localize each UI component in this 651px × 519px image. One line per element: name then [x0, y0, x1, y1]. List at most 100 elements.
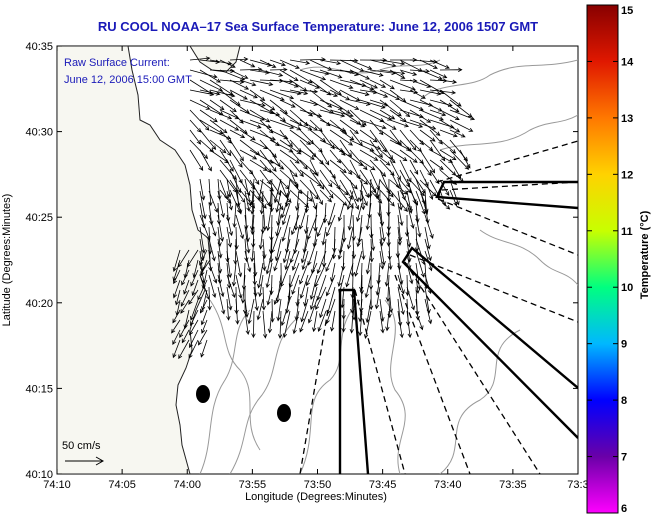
current-vector [316, 274, 327, 301]
current-vector [199, 149, 212, 172]
current-vector [229, 149, 243, 168]
current-vector [189, 329, 199, 349]
current-vector [269, 179, 282, 196]
current-vector [253, 274, 258, 298]
current-vector [354, 250, 363, 277]
current-vector [229, 69, 249, 79]
current-vector [459, 149, 471, 169]
current-vector [267, 310, 273, 334]
x-tick-label: 73:50 [304, 479, 332, 491]
y-tick-label: 40:25 [25, 212, 53, 224]
current-vector [399, 69, 418, 76]
current-vector [389, 79, 416, 91]
current-vector [339, 139, 352, 158]
current-vector [369, 238, 374, 263]
current-vector [188, 339, 199, 359]
current-vector [262, 310, 268, 339]
current-vector [341, 310, 346, 333]
current-vector [429, 149, 454, 163]
current-vector [229, 189, 241, 214]
current-vector [369, 189, 383, 204]
current-vector [269, 169, 290, 190]
current-vector [369, 139, 383, 159]
current-vector [351, 214, 356, 241]
colorbar-tick-label: 8 [621, 395, 627, 407]
current-vector [319, 149, 330, 166]
current-vector [178, 339, 190, 360]
current-vector [291, 214, 300, 236]
current-vector [217, 214, 225, 242]
current-vector [300, 298, 309, 323]
current-vector [279, 189, 292, 203]
current-vector [280, 298, 291, 327]
current-vector [379, 59, 406, 66]
current-vector [232, 202, 237, 228]
current-vector [289, 159, 304, 178]
current-vector [384, 262, 390, 287]
current-vector [258, 226, 264, 250]
current-vector [339, 129, 355, 141]
y-axis-label: Latitude (Degrees:Minutes) [1, 194, 13, 327]
current-vector [346, 226, 354, 250]
y-tick-label: 40:30 [25, 127, 53, 139]
current-vector [299, 89, 319, 94]
current-vector [319, 189, 333, 203]
current-vector [289, 59, 311, 65]
current-vector [266, 286, 273, 306]
current-vector [439, 99, 460, 113]
current-vector [406, 202, 415, 229]
current-vector [419, 119, 441, 136]
current-vector [300, 238, 309, 264]
current-vector [379, 169, 391, 195]
current-vector [226, 274, 236, 299]
current-vector [279, 149, 300, 164]
current-vector [329, 109, 354, 118]
current-vector [359, 139, 382, 150]
current-vector [359, 119, 387, 130]
current-vector [419, 89, 442, 96]
current-vector [330, 310, 336, 332]
current-vector [359, 189, 368, 207]
current-vector [399, 159, 412, 183]
current-vector [307, 298, 318, 324]
current-vector [309, 169, 325, 190]
current-vector [262, 202, 267, 231]
current-vector [379, 99, 402, 117]
current-vector [439, 139, 457, 154]
current-vector [198, 329, 208, 346]
current-vector [337, 238, 345, 260]
x-tick-label: 73:35 [499, 479, 527, 491]
current-vector [339, 159, 353, 175]
current-vector [419, 69, 443, 80]
current-vector [379, 89, 401, 100]
colorbar-tick-label: 10 [621, 282, 633, 294]
current-vector [397, 274, 405, 295]
current-vector [270, 226, 282, 254]
colorbar-tick-label: 11 [621, 226, 633, 238]
bathymetry-contours [199, 59, 578, 474]
current-vector [449, 119, 474, 132]
current-vector [191, 279, 199, 297]
current-vector [379, 69, 406, 76]
current-vector [289, 129, 312, 146]
current-vector [409, 189, 418, 206]
radar-spoke [436, 140, 578, 183]
current-vector [259, 169, 272, 185]
current-vector [197, 279, 208, 301]
current-vector [217, 274, 225, 298]
current-vector [208, 262, 218, 284]
current-vector [219, 189, 232, 204]
current-vector [415, 310, 424, 331]
current-vector [397, 190, 403, 211]
current-vector [359, 99, 386, 109]
current-vector [174, 289, 181, 306]
current-vector [419, 129, 436, 142]
current-vector [337, 202, 345, 222]
current-vector [289, 238, 300, 264]
current-vector [180, 289, 190, 307]
current-vector [379, 119, 397, 130]
current-vector [309, 119, 323, 133]
current-vector [188, 289, 199, 305]
current-vector [239, 79, 257, 87]
